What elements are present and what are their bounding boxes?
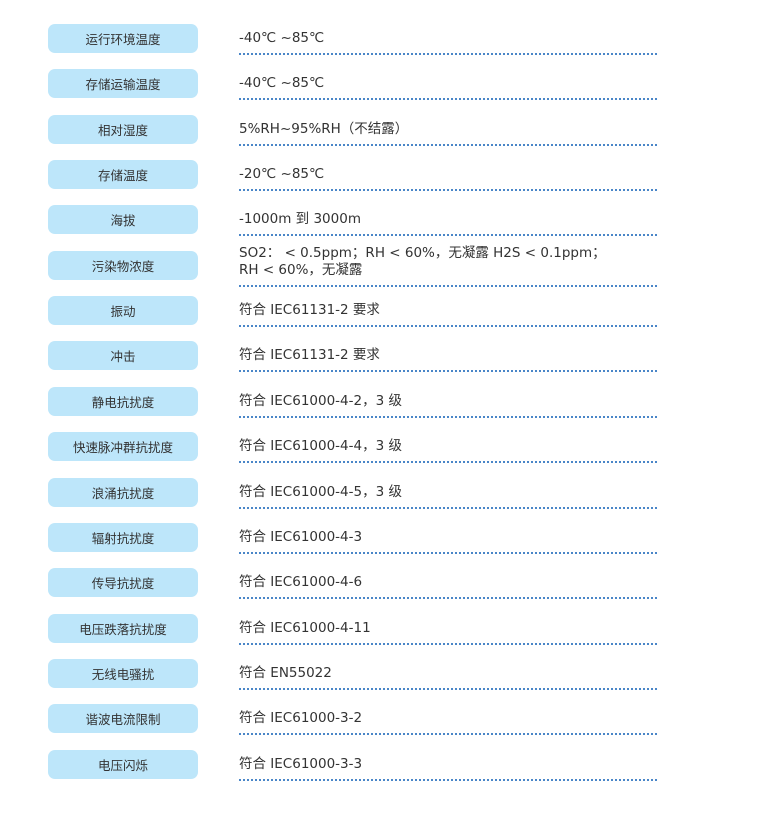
spec-row: 污染物浓度 SO2： < 0.5ppm；RH < 60%，无凝露 H2S < 0.… (0, 245, 773, 291)
spec-value-line: SO2： < 0.5ppm；RH < 60%，无凝露 H2S < 0.1ppm； (239, 244, 606, 261)
spec-value: 符合 IEC61131-2 要求 (239, 302, 657, 328)
spec-label: 冲击 (48, 341, 198, 371)
spec-value: 符合 EN55022 (239, 665, 657, 690)
spec-label: 存储温度 (48, 160, 198, 190)
spec-row: 存储温度 -20℃ ~85℃ (0, 160, 773, 200)
spec-value: -20℃ ~85℃ (239, 166, 657, 192)
spec-label: 振动 (48, 296, 198, 326)
spec-label: 存储运输温度 (48, 69, 198, 99)
spec-value-line: -40℃ ~85℃ (239, 75, 325, 92)
spec-value: 符合 IEC61000-4-11 (239, 620, 657, 645)
spec-label: 快速脉冲群抗扰度 (48, 432, 198, 462)
spec-row: 电压跌落抗扰度 符合 IEC61000-4-11 (0, 613, 773, 654)
spec-value: 符合 IEC61000-3-2 (239, 710, 657, 736)
spec-value: SO2： < 0.5ppm；RH < 60%，无凝露 H2S < 0.1ppm；… (239, 245, 657, 287)
spec-row: 静电抗扰度 符合 IEC61000-4-2，3 级 (0, 386, 773, 427)
spec-value: 5%RH~95%RH（不结露） (239, 121, 657, 146)
spec-value-line: 符合 EN55022 (239, 664, 332, 681)
spec-value-line: -20℃ ~85℃ (239, 166, 325, 183)
spec-value: -40℃ ~85℃ (239, 75, 657, 101)
spec-value-line: -1000m 到 3000m (239, 211, 361, 228)
spec-value: 符合 IEC61131-2 要求 (239, 347, 657, 373)
spec-label: 相对湿度 (48, 114, 198, 144)
spec-label: 电压闪烁 (48, 749, 198, 779)
spec-value-line: -40℃ ~85℃ (239, 30, 325, 46)
spec-label: 辐射抗扰度 (48, 522, 198, 552)
spec-value-line: 符合 IEC61000-4-6 (239, 574, 363, 591)
spec-value: 符合 IEC61000-4-5，3 级 (239, 484, 657, 509)
spec-row: 运行环境温度 -40℃ ~85℃ (0, 24, 773, 64)
spec-label: 运行环境温度 (48, 24, 198, 53)
spec-value: -40℃ ~85℃ (239, 30, 657, 55)
spec-row: 相对湿度 5%RH~95%RH（不结露） (0, 114, 773, 155)
spec-row: 辐射抗扰度 符合 IEC61000-4-3 (0, 522, 773, 563)
spec-value: 符合 IEC61000-3-3 (239, 756, 657, 781)
spec-value-line: 符合 IEC61000-4-4，3 级 (239, 438, 402, 455)
spec-row: 浪涌抗扰度 符合 IEC61000-4-5，3 级 (0, 477, 773, 518)
spec-row: 快速脉冲群抗扰度 符合 IEC61000-4-4，3 级 (0, 432, 773, 472)
spec-label: 电压跌落抗扰度 (48, 613, 198, 643)
spec-value-line: 符合 IEC61000-4-3 (239, 528, 363, 545)
spec-label: 谐波电流限制 (48, 704, 198, 734)
spec-value-line: 符合 IEC61000-3-3 (239, 755, 363, 772)
spec-row: 谐波电流限制 符合 IEC61000-3-2 (0, 704, 773, 744)
spec-row: 传导抗扰度 符合 IEC61000-4-6 (0, 568, 773, 608)
spec-row: 海拔 -1000m 到 3000m (0, 205, 773, 245)
spec-value: 符合 IEC61000-4-2，3 级 (239, 393, 657, 418)
spec-value-line: 符合 IEC61131-2 要求 (239, 302, 380, 319)
spec-value-line: 符合 IEC61000-4-2，3 级 (239, 392, 402, 409)
spec-value-line: RH < 60%，无凝露 (239, 261, 363, 278)
spec-row: 存储运输温度 -40℃ ~85℃ (0, 69, 773, 109)
spec-value: 符合 IEC61000-4-6 (239, 574, 657, 600)
spec-value: -1000m 到 3000m (239, 211, 657, 237)
spec-value: 符合 IEC61000-4-4，3 级 (239, 438, 657, 464)
spec-row: 无线电骚扰 符合 EN55022 (0, 658, 773, 699)
spec-label: 浪涌抗扰度 (48, 477, 198, 507)
spec-value-line: 符合 IEC61000-4-5，3 级 (239, 483, 402, 500)
spec-row: 振动 符合 IEC61131-2 要求 (0, 296, 773, 336)
spec-value-line: 5%RH~95%RH（不结露） (239, 120, 409, 137)
spec-label: 海拔 (48, 205, 198, 235)
spec-row: 冲击 符合 IEC61131-2 要求 (0, 341, 773, 381)
spec-value-line: 符合 IEC61000-3-2 (239, 710, 363, 727)
spec-label: 污染物浓度 (48, 250, 198, 280)
spec-label: 无线电骚扰 (48, 658, 198, 688)
spec-label: 传导抗扰度 (48, 568, 198, 598)
spec-label: 静电抗扰度 (48, 386, 198, 416)
spec-value-line: 符合 IEC61000-4-11 (239, 619, 371, 636)
spec-value: 符合 IEC61000-4-3 (239, 529, 657, 554)
spec-value-line: 符合 IEC61131-2 要求 (239, 347, 380, 364)
spec-row: 电压闪烁 符合 IEC61000-3-3 (0, 749, 773, 790)
